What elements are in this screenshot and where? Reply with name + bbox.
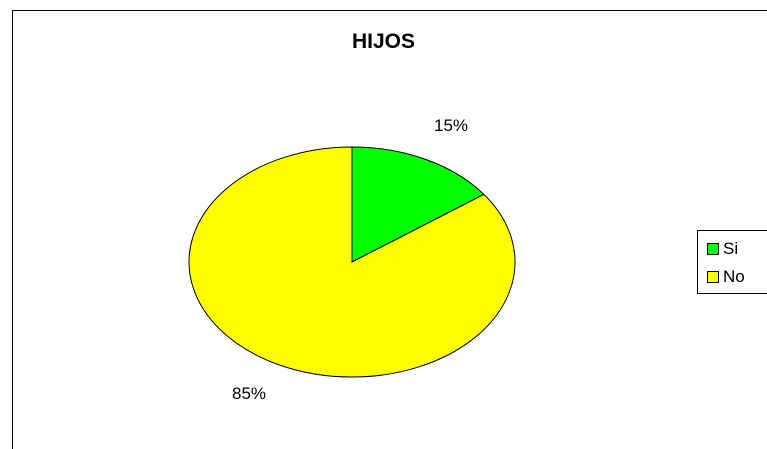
data-label-no: 85% (232, 384, 267, 403)
chart-frame (12, 10, 767, 449)
data-label-si: 15% (434, 116, 469, 135)
legend-swatch-si (707, 243, 719, 255)
pie-slice-no (188, 146, 516, 378)
legend-swatch-no (707, 271, 719, 283)
legend: Si No (697, 230, 767, 294)
legend-label-si: Si (723, 239, 739, 258)
chart-title: HIJOS (351, 30, 416, 53)
legend-item-si: Si (707, 239, 738, 259)
legend-item-no: No (707, 267, 745, 287)
pie-slice-si (351, 146, 485, 263)
legend-label-no: No (723, 267, 745, 286)
